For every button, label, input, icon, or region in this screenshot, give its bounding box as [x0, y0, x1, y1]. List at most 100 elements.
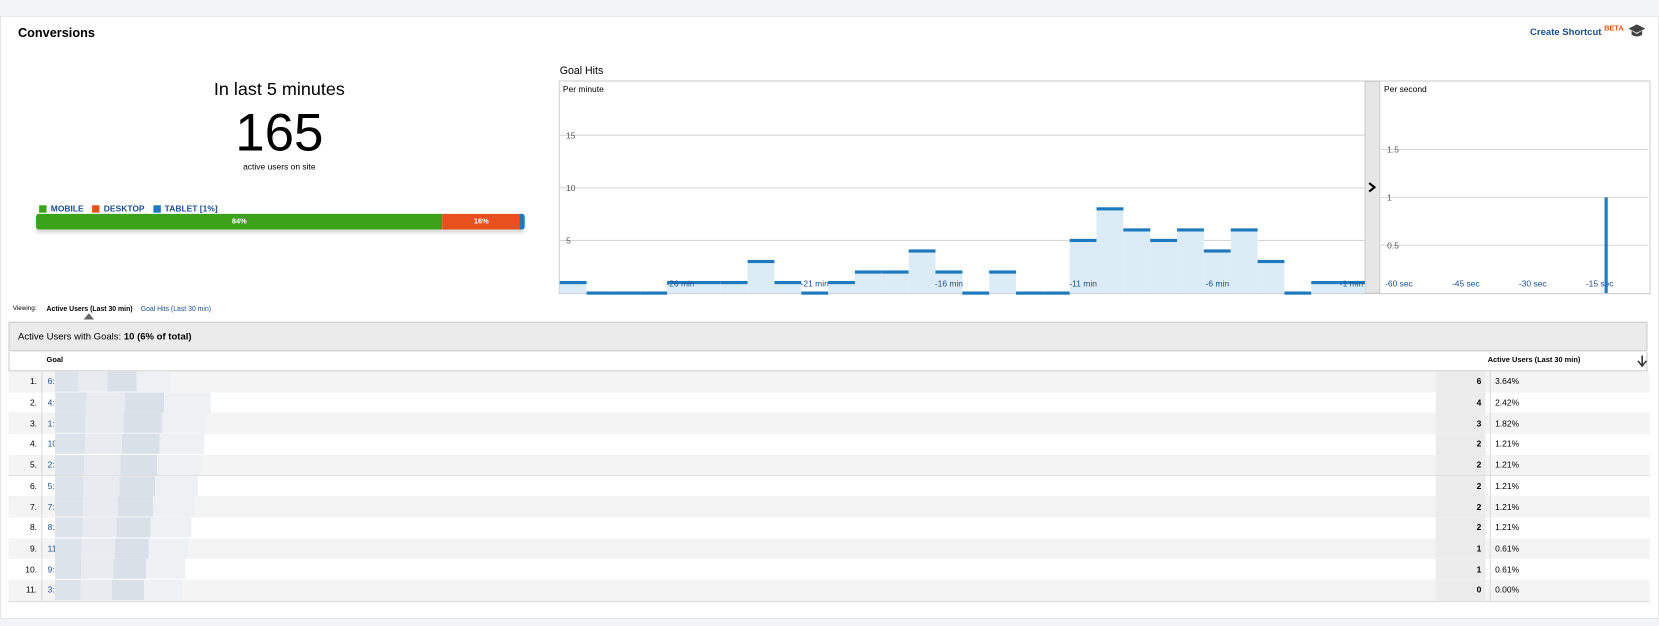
bar-top — [1311, 280, 1339, 285]
goal-link[interactable]: 2: — [47, 460, 55, 470]
segment-label: 16% — [473, 217, 489, 226]
tab-goal-hits[interactable]: Goal Hits (Last 30 min) — [140, 305, 212, 314]
redacted-goal-name — [55, 454, 202, 475]
bar — [667, 282, 694, 294]
active-users-percent: 2.42% — [1489, 392, 1650, 414]
bar-top — [1096, 207, 1124, 211]
bar — [1604, 197, 1608, 294]
active-users-value: 2 — [1435, 454, 1486, 476]
page-title: Conversions — [17, 25, 95, 41]
bar — [989, 272, 1017, 294]
sort-arrow[interactable] — [1637, 355, 1648, 368]
bar-top — [801, 291, 829, 295]
y-tick-label: 5 — [566, 236, 571, 246]
shortcut-text[interactable]: Create Shortcut — [1530, 26, 1602, 38]
row-rank: 1. — [8, 371, 43, 393]
bar — [1123, 229, 1151, 294]
bar-top — [989, 270, 1017, 274]
help-icon[interactable] — [1627, 23, 1646, 38]
segment-label: 84% — [231, 217, 247, 226]
device-legend: MOBILE DESKTOP TABLET [1%] — [39, 199, 226, 218]
bar — [908, 250, 936, 294]
row-rank: 3. — [8, 413, 43, 434]
device-segment — [519, 213, 525, 230]
goal-link[interactable]: 1: — [47, 418, 55, 429]
bar-top — [693, 280, 721, 285]
x-tick-label: -21 min — [801, 279, 829, 289]
table-row: 1. 6: 6 3.64% — [8, 371, 1650, 394]
active-users-value: 4 — [1435, 392, 1486, 414]
bar — [559, 282, 587, 294]
bar — [935, 272, 963, 294]
bar-top — [1016, 291, 1043, 295]
redacted-goal-name — [55, 538, 189, 559]
goal-link[interactable]: 4: — [47, 397, 55, 408]
y-tick-label: 1 — [1387, 193, 1392, 203]
bar-top — [935, 270, 963, 274]
x-tick-label: -60 sec — [1385, 279, 1413, 289]
table-row: 10. 9: 1 0.61% — [8, 558, 1650, 581]
goal-hits-title: Goal Hits — [559, 65, 604, 78]
goal-link[interactable]: 5: — [47, 481, 55, 491]
redacted-goal-name — [55, 517, 192, 538]
legend-swatch — [92, 205, 100, 213]
create-shortcut[interactable]: Create Shortcut BETA — [1530, 25, 1624, 37]
row-rank: 8. — [8, 517, 43, 539]
active-users-value: 6 — [1435, 371, 1486, 393]
bar-top — [1042, 291, 1070, 295]
active-users-percent: 3.64% — [1489, 371, 1650, 393]
tab-pointer — [83, 313, 95, 320]
active-users-percent: 1.21% — [1489, 475, 1650, 497]
bar — [1150, 240, 1178, 294]
table-row: 6. 5: 2 1.21% — [8, 475, 1650, 498]
redacted-goal-name — [55, 371, 172, 392]
bar-top — [1069, 238, 1097, 243]
bar — [720, 282, 748, 294]
bar-top — [1150, 238, 1178, 243]
goal-link[interactable]: 7: — [47, 502, 55, 512]
row-rank: 5. — [8, 454, 43, 476]
bar — [1203, 250, 1231, 294]
goal-link[interactable]: 3: — [47, 585, 55, 596]
redacted-goal-name — [55, 413, 208, 434]
active-users-value: 1 — [1435, 558, 1486, 580]
active-users-value: 0 — [1435, 579, 1486, 601]
x-tick-label: -26 min — [666, 279, 694, 289]
goal-link[interactable]: 6: — [47, 377, 55, 387]
bar-top — [559, 280, 587, 285]
device-segment: 16% — [442, 213, 520, 230]
legend-item: MOBILE — [39, 204, 84, 214]
device-segment: 84% — [35, 213, 443, 230]
goal-link[interactable]: 9: — [47, 564, 55, 575]
goal-link[interactable]: 10 — [47, 439, 58, 450]
x-tick-label: -16 min — [935, 279, 963, 289]
plot-frame — [558, 80, 1651, 295]
x-tick-label: -30 sec — [1519, 279, 1547, 289]
bar-top — [1284, 291, 1312, 295]
table-header: Goal Active Users (Last 30 min) — [8, 352, 1648, 372]
goal-link[interactable]: 8: — [47, 522, 55, 533]
x-tick-label: -6 min — [1206, 279, 1230, 289]
legend-label: DESKTOP — [103, 204, 145, 214]
summary-value: 10 (6% of total) — [123, 331, 192, 342]
column-active-users[interactable]: Active Users (Last 30 min) — [1487, 356, 1581, 364]
bar — [1257, 261, 1285, 294]
bar-top — [908, 249, 936, 253]
tab-active[interactable]: Active Users (Last 30 min) — [46, 305, 133, 314]
bar-top — [854, 270, 882, 274]
panel-subtitle: Per minute — [563, 84, 604, 94]
bar-top — [1177, 228, 1204, 232]
bar-top — [828, 280, 855, 285]
active-users-count: 165 — [235, 102, 324, 162]
panel-subtitle: Per second — [1384, 84, 1427, 94]
active-users-percent: 0.61% — [1489, 538, 1650, 559]
bar-top — [774, 280, 802, 285]
table-row: 11. 3: 0 0.00% — [8, 579, 1650, 602]
table-row: 3. 1: 3 1.82% — [8, 413, 1650, 435]
bar — [1338, 282, 1365, 294]
legend-item: DESKTOP — [92, 204, 145, 214]
active-users-percent: 0.61% — [1489, 558, 1650, 580]
goal-link[interactable]: 11 — [47, 543, 57, 554]
panel-toggle — [1364, 80, 1381, 294]
